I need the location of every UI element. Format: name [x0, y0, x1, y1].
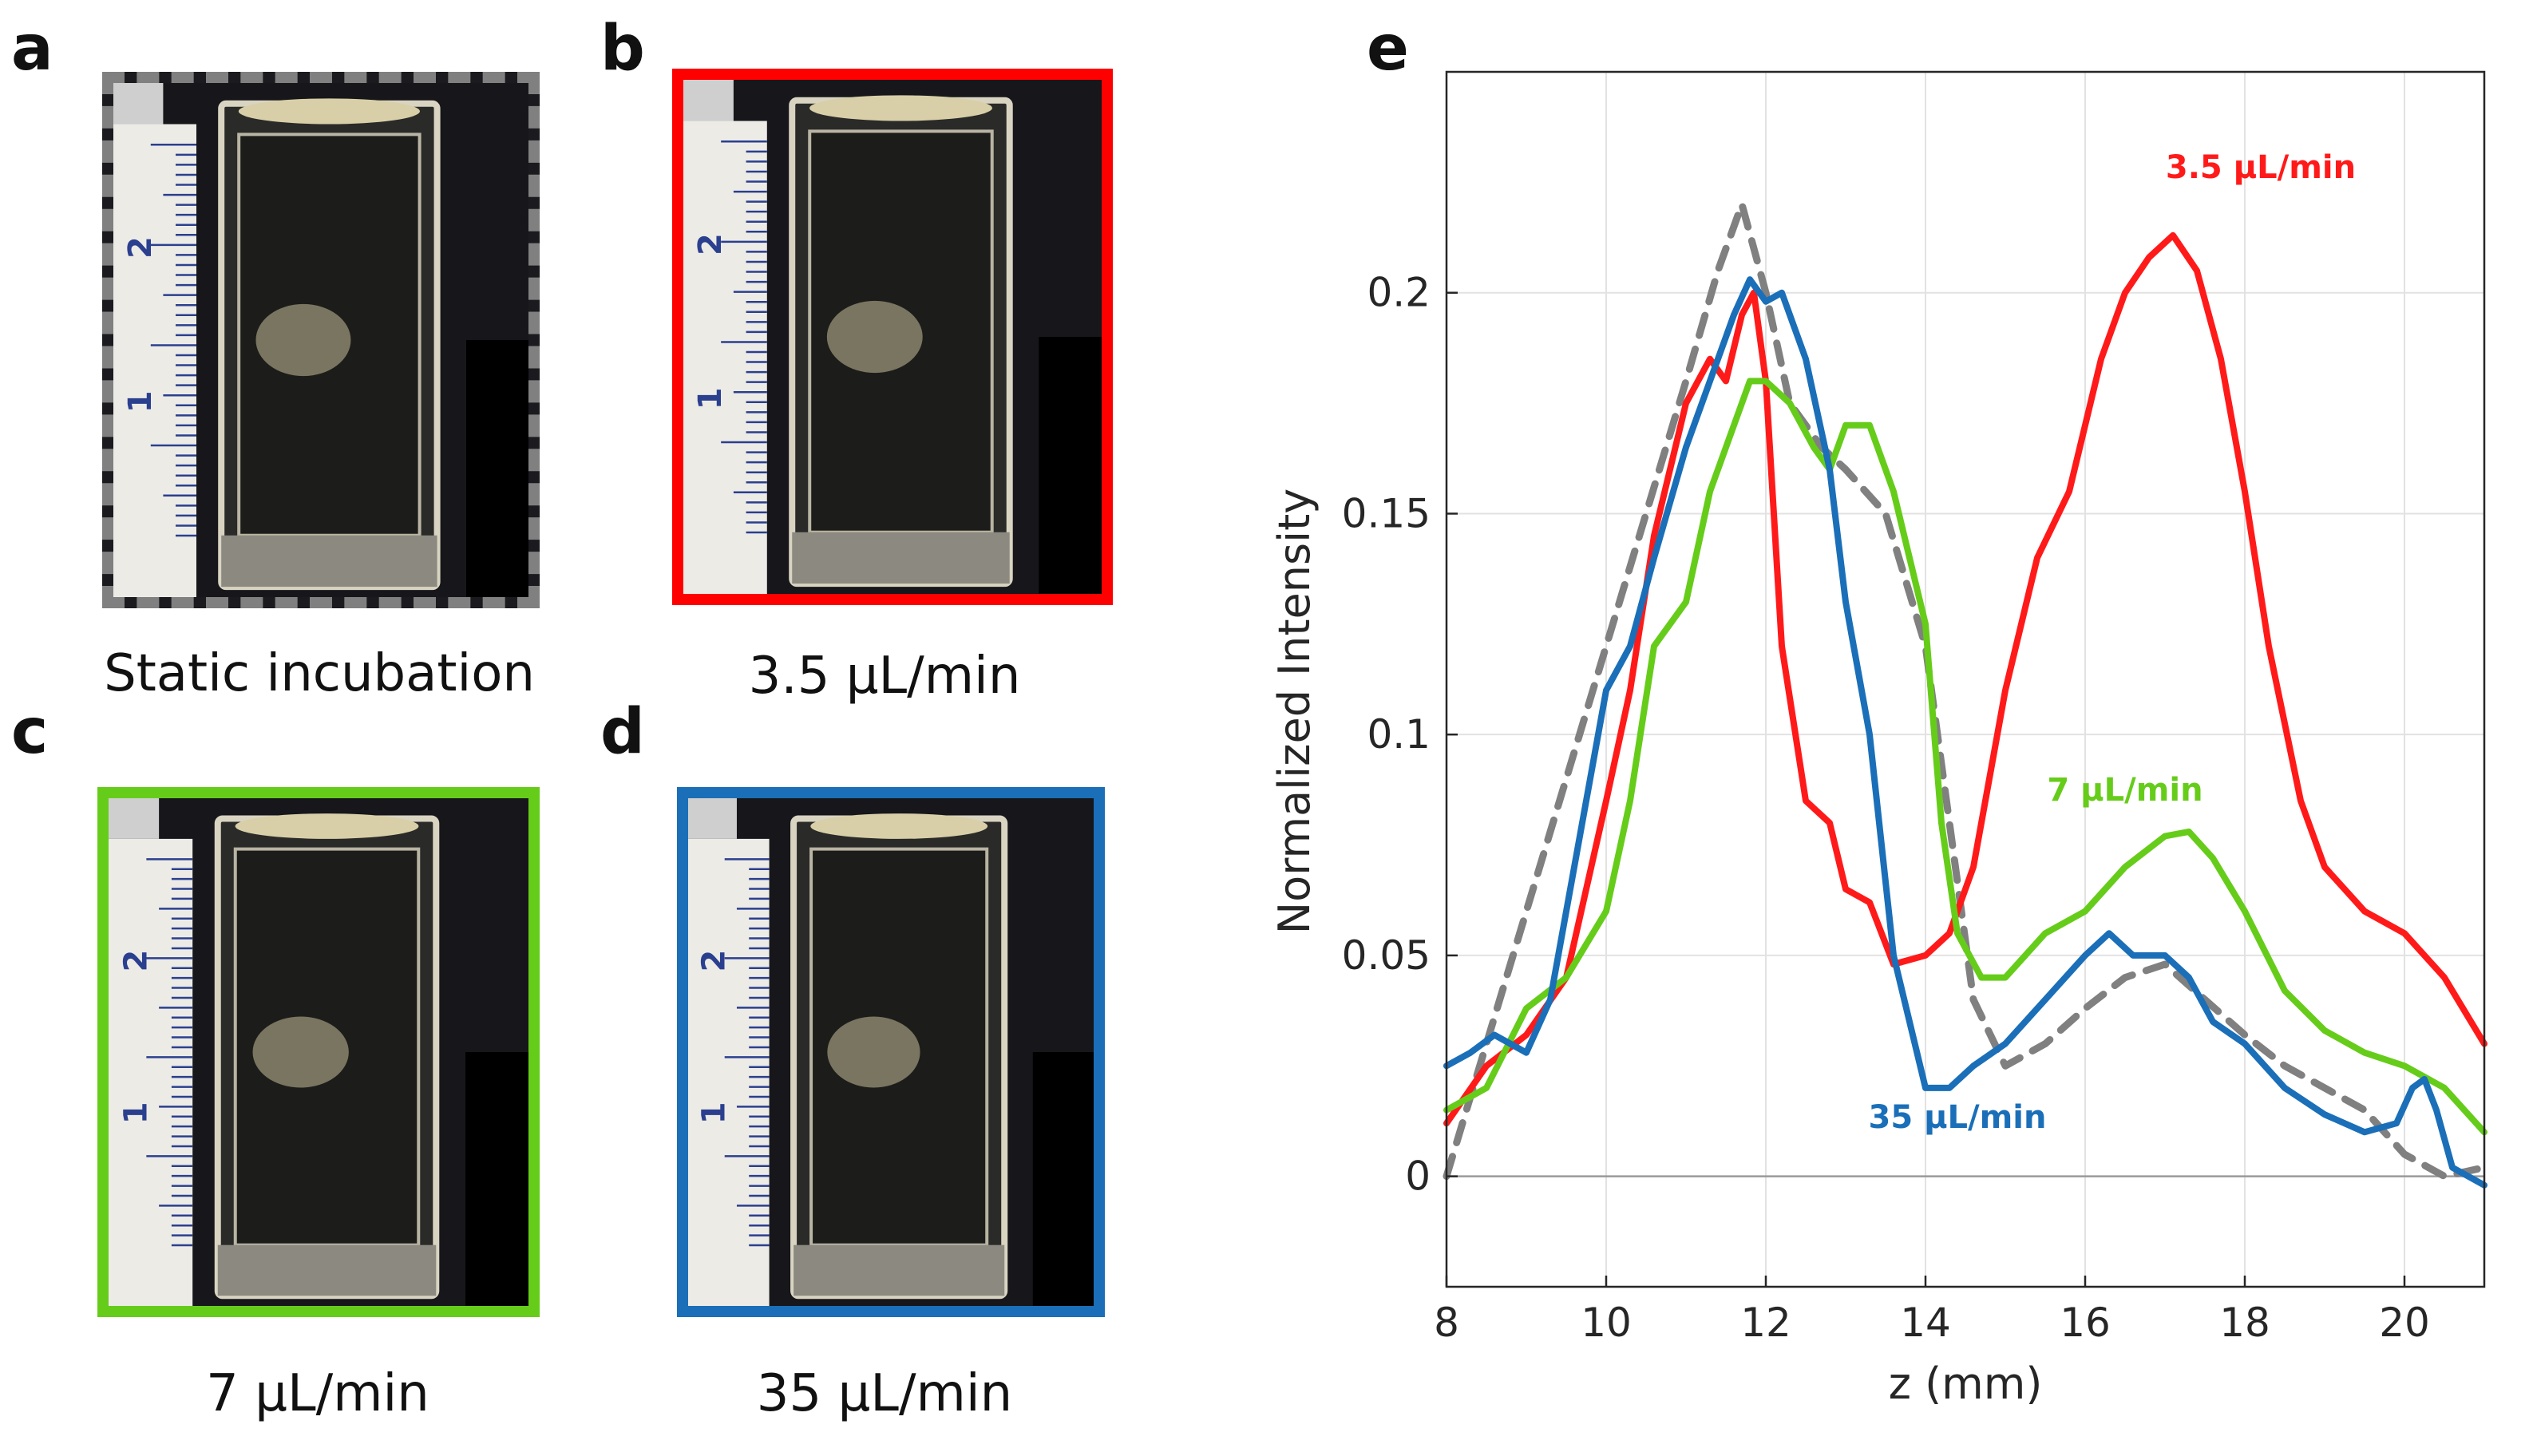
ruler-number: 2	[117, 950, 154, 972]
chart-axes	[1445, 70, 2486, 1288]
series-label-35-l-min: 35 μL/min	[1869, 1099, 2047, 1136]
caption-35-ul-min: 35 μL/min	[756, 1364, 1013, 1423]
chart-series	[1443, 200, 2488, 1189]
caption-7-ul-min: 7 μL/min	[206, 1364, 429, 1423]
x-tick-label: 18	[2219, 1300, 2270, 1346]
ruler-number: 2	[696, 950, 733, 972]
ruler-number: 1	[117, 1102, 154, 1124]
y-tick-label: 0.2	[1367, 270, 1431, 316]
series-label-7-l-min: 7 μL/min	[2047, 772, 2202, 809]
cell-cloud	[255, 303, 351, 377]
series-label-3-5-l-min: 3.5 μL/min	[2166, 149, 2356, 186]
y-tick-label: 0	[1405, 1153, 1431, 1200]
x-tick-label: 16	[2060, 1300, 2111, 1346]
caption-3-5-ul-min: 3.5 μL/min	[748, 647, 1021, 706]
y-tick-label: 0.1	[1367, 711, 1431, 758]
y-axis-label: Normalized Intensity	[1269, 489, 1320, 934]
panel-label-c: c	[11, 696, 49, 768]
cell-cloud	[826, 300, 923, 374]
ruler-number: 2	[122, 236, 159, 259]
cell-cloud	[252, 1016, 349, 1088]
panel-label-d: d	[600, 696, 645, 768]
ruler	[113, 124, 196, 597]
ruler-number: 2	[692, 233, 729, 255]
ruler-number: 1	[696, 1102, 733, 1124]
ruler-number: 1	[692, 387, 729, 410]
y-tick-label: 0.05	[1342, 932, 1431, 979]
ruler	[109, 838, 193, 1306]
series-line-7-l-min	[1443, 378, 2487, 1136]
x-tick-label: 12	[1740, 1300, 1791, 1346]
ruler	[683, 121, 767, 594]
x-tick-label: 14	[1900, 1300, 1951, 1346]
x-tick-label: 20	[2379, 1300, 2430, 1346]
x-tick-label: 10	[1581, 1300, 1632, 1346]
y-tick-label: 0.15	[1342, 490, 1431, 536]
ruler	[688, 838, 770, 1306]
ruler-number: 1	[122, 390, 159, 413]
caption-static-incubation: Static incubation	[104, 644, 535, 703]
x-axis-label: z (mm)	[1889, 1359, 2043, 1409]
series-line-3-5-l-min	[1443, 231, 2487, 1127]
chart-labels: 3.5 μL/min 7 μL/min 35 μL/min z (mm) Normali…	[1269, 149, 2356, 1409]
panel-label-a: a	[11, 13, 53, 85]
plot-frame	[1445, 70, 2486, 1288]
x-tick-label: 8	[1434, 1300, 1459, 1346]
panel-label-e: e	[1367, 13, 1409, 85]
intensity-chart: 8 10 12 14 16 18 20 0 0.05 0.1 0.15 0.2 3.5 μL/min 7…	[1269, 70, 2488, 1409]
chart-ticks: 8 10 12 14 16 18 20 0 0.05 0.1 0.15 0.2	[1342, 270, 2430, 1346]
series-line-35-l-min	[1443, 276, 2487, 1189]
cell-cloud	[827, 1016, 920, 1088]
panel-label-b: b	[600, 13, 645, 85]
